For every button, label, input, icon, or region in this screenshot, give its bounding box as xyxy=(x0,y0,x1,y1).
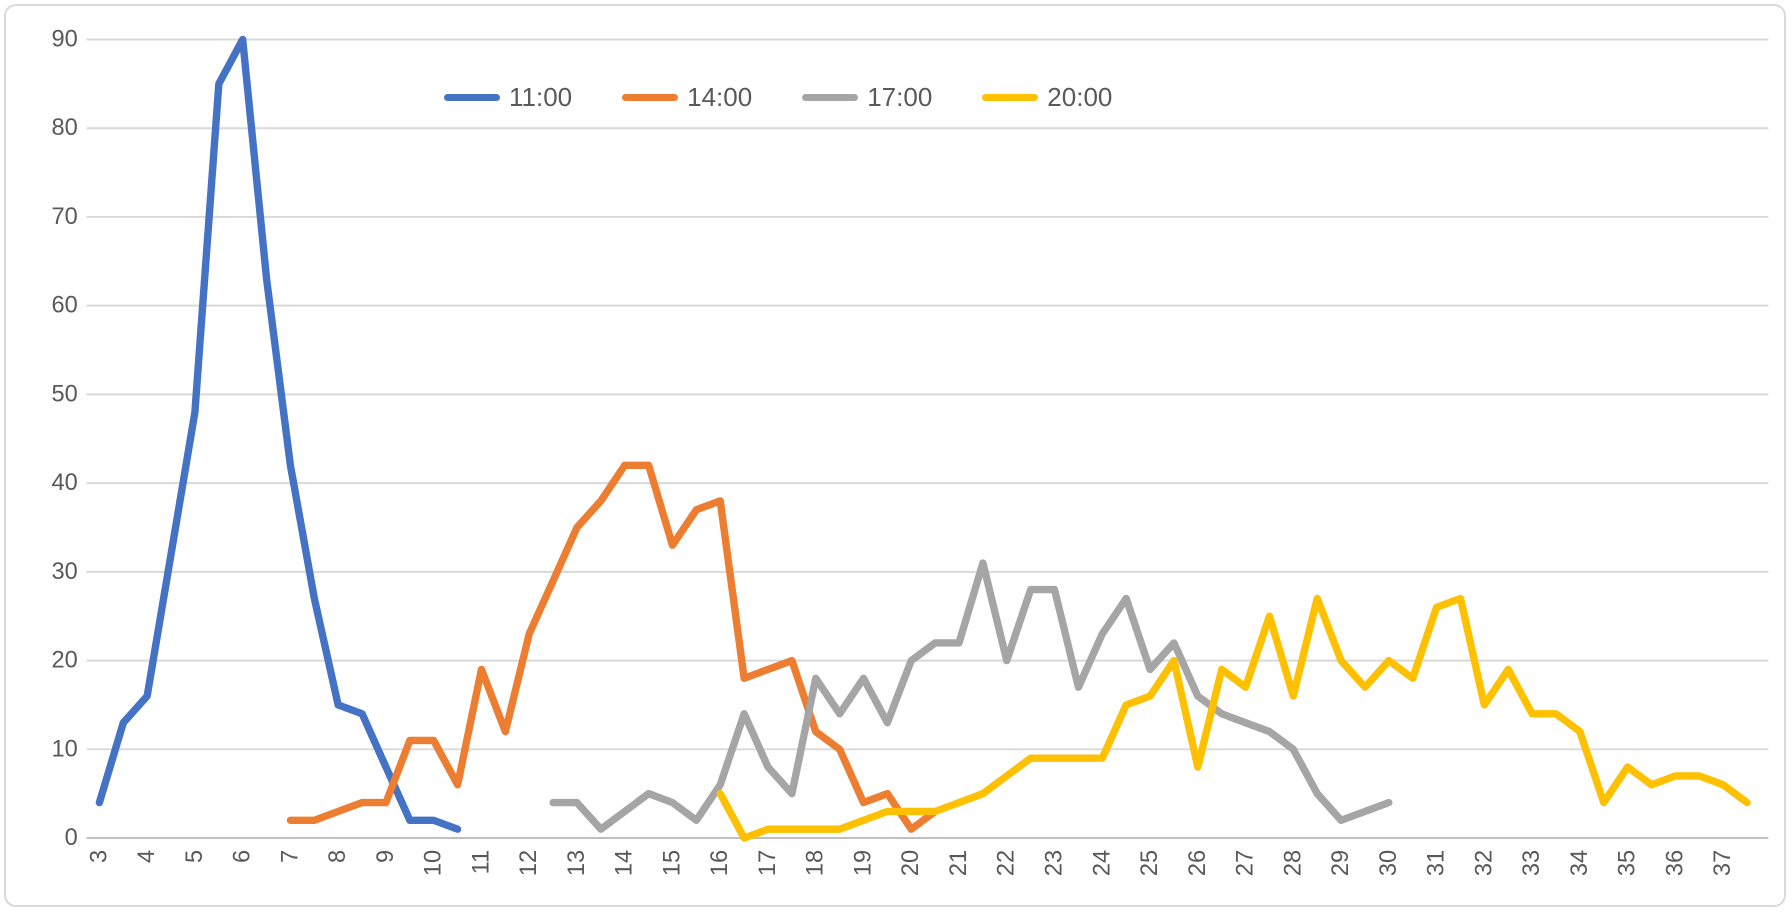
x-axis-tick-label: 4 xyxy=(134,850,160,863)
legend-swatch-20-00 xyxy=(982,93,1039,101)
x-axis-tick-label: 21 xyxy=(946,850,972,876)
legend-label-11-00: 11:00 xyxy=(509,82,573,112)
x-axis-tick-label: 28 xyxy=(1280,850,1306,876)
x-axis-tick-label: 24 xyxy=(1089,850,1115,876)
x-axis-tick-label: 8 xyxy=(325,850,351,863)
x-axis-tick-label: 15 xyxy=(659,850,685,876)
legend-item-11-00[interactable]: 11:00 xyxy=(444,84,572,110)
x-axis-tick-label: 20 xyxy=(898,850,924,876)
x-axis-tick-label: 9 xyxy=(373,850,399,863)
x-axis-tick-label: 32 xyxy=(1471,850,1497,876)
legend-item-14-00[interactable]: 14:00 xyxy=(622,84,752,110)
x-axis-tick-label: 30 xyxy=(1376,850,1402,876)
series-line-17-00[interactable] xyxy=(549,559,1393,833)
y-axis-tick-label: 60 xyxy=(51,293,77,319)
x-axis-tick-label: 36 xyxy=(1662,850,1688,876)
series-line-11-00[interactable] xyxy=(95,35,462,833)
x-axis-tick-label: 10 xyxy=(421,850,447,876)
y-axis-tick-label: 70 xyxy=(51,204,77,230)
x-axis-tick-label: 7 xyxy=(277,850,303,863)
x-axis-tick-label: 17 xyxy=(755,850,781,876)
x-axis-tick-label: 13 xyxy=(564,850,590,876)
legend-label-20-00: 20:00 xyxy=(1047,82,1113,112)
x-axis-tick-label: 27 xyxy=(1233,850,1259,876)
y-axis-tick-label: 0 xyxy=(65,825,78,851)
legend-label-14-00: 14:00 xyxy=(687,82,753,112)
x-axis-tick-label: 37 xyxy=(1710,850,1736,876)
x-axis-tick-label: 19 xyxy=(850,850,876,876)
series-line-20-00[interactable] xyxy=(716,594,1751,842)
x-axis-tick-label: 3 xyxy=(86,850,112,863)
x-axis-tick-label: 25 xyxy=(1137,850,1163,876)
y-axis-tick-label: 30 xyxy=(51,559,77,585)
x-axis-tick-label: 26 xyxy=(1185,850,1211,876)
legend-swatch-17-00 xyxy=(802,93,859,101)
x-axis-tick-label: 35 xyxy=(1615,850,1641,876)
series-line-14-00[interactable] xyxy=(286,461,939,833)
x-axis-tick-label: 11 xyxy=(468,850,494,875)
y-axis-tick-label: 50 xyxy=(51,381,77,407)
x-axis-tick-label: 16 xyxy=(707,850,733,876)
x-axis-tick-label: 6 xyxy=(230,850,256,863)
x-axis-tick-label: 23 xyxy=(1042,850,1068,876)
legend-item-17-00[interactable]: 17:00 xyxy=(802,84,932,110)
x-axis-tick-label: 5 xyxy=(182,850,208,863)
y-axis-tick-label: 40 xyxy=(51,470,77,496)
x-axis-tick-label: 12 xyxy=(516,850,542,876)
legend-swatch-14-00 xyxy=(622,93,679,101)
x-axis-tick-label: 22 xyxy=(994,850,1020,876)
y-axis-tick-label: 20 xyxy=(51,648,77,674)
chart-area: 0 10 20 30 40 50 60 70 80 90 3 4 5 6 7 8 9 10 11 12 13 14 15 16… xyxy=(4,4,1786,907)
x-axis-tick-label: 18 xyxy=(803,850,829,876)
y-axis-tick-label: 90 xyxy=(51,26,77,52)
legend-item-20-00[interactable]: 20:00 xyxy=(982,84,1112,110)
legend-swatch-11-00 xyxy=(444,93,500,101)
x-axis-tick-label: 29 xyxy=(1328,850,1354,876)
x-axis-tick-label: 31 xyxy=(1424,850,1450,876)
x-axis-tick-label: 33 xyxy=(1519,850,1545,876)
y-axis-tick-label: 10 xyxy=(51,736,77,762)
y-axis-tick-label: 80 xyxy=(51,115,77,141)
x-axis-tick-label: 14 xyxy=(612,850,638,876)
chart-legend: 11:00 14:00 17:00 20:00 xyxy=(444,84,1112,110)
legend-label-17-00: 17:00 xyxy=(867,82,933,112)
x-axis-tick-label: 34 xyxy=(1567,850,1593,876)
